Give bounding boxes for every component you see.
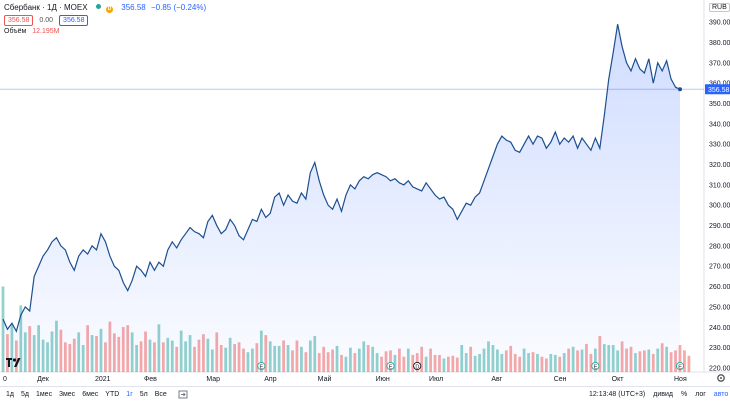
y-tick-label: 360.00 xyxy=(709,81,730,88)
last-price-point xyxy=(678,87,682,92)
x-tick-label: 0 xyxy=(3,376,7,383)
symbol-title[interactable]: Сбербанк · 1Д · MOEX xyxy=(4,3,88,12)
percent-toggle[interactable]: % xyxy=(680,391,688,398)
range-5d[interactable]: 5д xyxy=(20,391,29,398)
zero-value: 0.00 xyxy=(39,17,54,24)
volume-label: Объём xyxy=(4,28,27,35)
chart-settings-gear-icon[interactable] xyxy=(717,374,725,382)
goto-date-icon[interactable] xyxy=(178,389,188,399)
y-tick-label: 220.00 xyxy=(709,365,730,372)
range-6m[interactable]: 6мес xyxy=(82,391,99,398)
log-toggle[interactable]: лог xyxy=(695,391,706,398)
x-tick-label: Фев xyxy=(144,376,157,383)
y-tick-label: 240.00 xyxy=(709,325,730,332)
x-tick-label: Окт xyxy=(612,376,625,383)
open-price-box: 356.58 xyxy=(4,15,34,26)
x-tick-label: Апр xyxy=(264,376,276,383)
last-price-tag-label: 356.58 xyxy=(708,87,730,94)
currency-selector[interactable]: RUB xyxy=(709,3,730,12)
range-1d[interactable]: 1д xyxy=(6,391,14,398)
last-price: 356.58 xyxy=(121,3,146,12)
event-marker-label: E xyxy=(678,364,682,370)
y-tick-label: 290.00 xyxy=(709,223,730,230)
time-axis[interactable]: 0 Дек 2021 Фев Мар Апр Май Июн Июл Авг Сен Окт Ноя xyxy=(3,375,687,383)
range-all[interactable]: Все xyxy=(154,391,167,398)
y-tick-label: 370.00 xyxy=(709,60,730,67)
x-tick-label: Июн xyxy=(376,376,390,383)
event-marker-label: E xyxy=(389,364,393,370)
y-tick-label: 340.00 xyxy=(709,121,730,128)
dividend-badge-icon[interactable]: D xyxy=(106,6,114,13)
dividend-marker[interactable] xyxy=(413,361,422,371)
x-tick-label: Мар xyxy=(206,376,220,383)
price-area-fill xyxy=(3,24,680,372)
y-tick-label: 310.00 xyxy=(709,182,730,189)
volume-bar xyxy=(687,355,691,372)
symbol-legend: Сбербанк · 1Д · MOEX D 356.58 −0.85 (−0.… xyxy=(4,3,206,13)
range-1m[interactable]: 1мес xyxy=(35,391,53,398)
price-line xyxy=(2,24,681,333)
range-3m[interactable]: 3мес xyxy=(59,391,76,398)
y-tick-label: 260.00 xyxy=(709,284,730,291)
x-tick-label: Июл xyxy=(429,376,443,383)
market-status-icon xyxy=(95,4,101,9)
y-tick-label: 230.00 xyxy=(709,345,730,352)
clock[interactable]: 12:13:48 (UTC+3) xyxy=(589,391,646,398)
last-price-tag xyxy=(705,84,730,95)
tradingview-logo xyxy=(6,358,21,367)
range-1y[interactable]: 1г xyxy=(126,391,133,398)
x-tick-label: Сен xyxy=(554,376,567,383)
earnings-marker[interactable] xyxy=(591,361,600,371)
price-chart[interactable]: 220.00 230.00 240.00 250.00 260.00 270.00 280.… xyxy=(0,0,730,386)
x-tick-label: Авг xyxy=(491,376,502,383)
dividends-toggle[interactable]: дивид xyxy=(653,391,673,398)
y-tick-label: 390.00 xyxy=(709,20,730,27)
x-tick-label: Дек xyxy=(37,376,50,383)
bottom-toolbar: 1д 5д 1мес 3мес 6мес YTD 1г 5л Все 12:13… xyxy=(0,386,730,407)
price-boxes: 356.58 0.00 356.58 xyxy=(4,15,89,26)
x-tick-label: 2021 xyxy=(95,376,111,383)
range-selector: 1д 5д 1мес 3мес 6мес YTD 1г 5л Все xyxy=(6,391,167,398)
y-tick-label: 320.00 xyxy=(709,162,730,169)
price-area xyxy=(0,24,704,372)
range-ytd[interactable]: YTD xyxy=(105,391,120,398)
earnings-marker[interactable] xyxy=(257,361,266,371)
y-tick-label: 380.00 xyxy=(709,40,730,47)
x-tick-label: Май xyxy=(318,375,332,383)
y-tick-label: 300.00 xyxy=(709,203,730,210)
volume-bar xyxy=(683,350,686,372)
auto-toggle[interactable]: авто xyxy=(713,391,729,398)
range-5y[interactable]: 5л xyxy=(139,391,148,398)
volume-value: 12.195M xyxy=(32,28,60,35)
y-tick-label: 330.00 xyxy=(709,142,730,149)
close-price-box: 356.58 xyxy=(59,15,89,26)
price-change: −0.85 (−0.24%) xyxy=(150,3,207,12)
event-marker-label: E xyxy=(260,364,264,370)
event-marker-label: D xyxy=(415,364,419,370)
y-tick-label: 270.00 xyxy=(709,264,730,271)
x-tick-label: Ноя xyxy=(674,376,687,383)
event-marker-label: E xyxy=(594,364,598,370)
earnings-marker[interactable] xyxy=(386,361,395,371)
earnings-marker[interactable] xyxy=(675,361,685,371)
price-axis[interactable]: 220.00 230.00 240.00 250.00 260.00 270.00 280.… xyxy=(705,20,730,373)
y-tick-label: 280.00 xyxy=(709,243,730,250)
status-bar: 12:13:48 (UTC+3) дивид % лог авто xyxy=(589,391,728,398)
y-tick-label: 350.00 xyxy=(709,101,730,108)
y-tick-label: 250.00 xyxy=(709,304,730,311)
volume-legend: Объём 12.195M xyxy=(4,28,60,35)
